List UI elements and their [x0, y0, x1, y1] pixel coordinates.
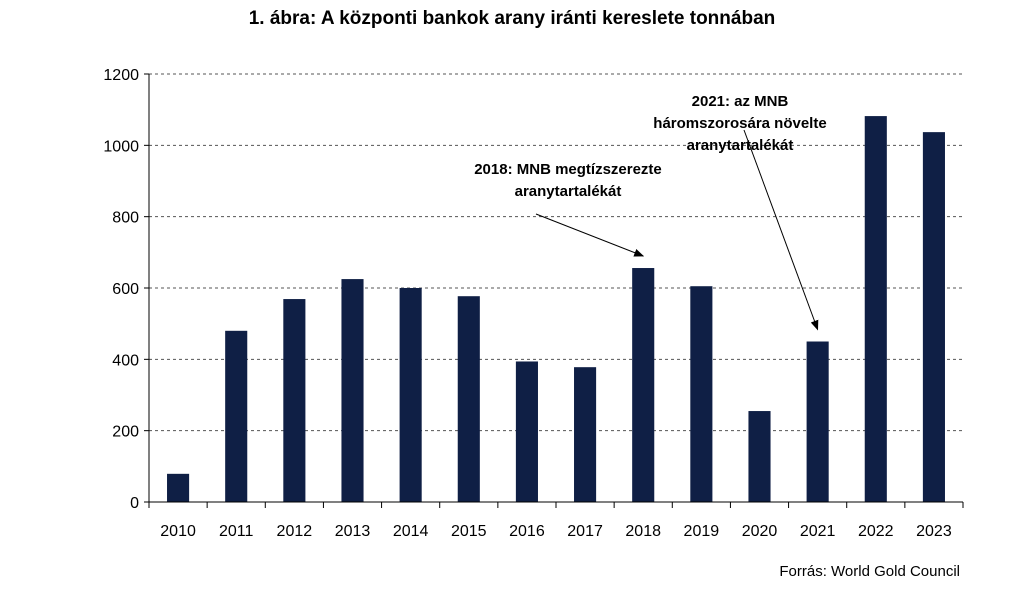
- annotation-arrow: [743, 129, 819, 331]
- annotation-text-line: 2018: MNB megtízszerezte: [474, 161, 662, 178]
- axes: 0 200 400 600 800 1000 1200 2010 2011 2012 2013 201…: [103, 67, 964, 540]
- bar-2017: [574, 367, 597, 502]
- x-tick-label: 2019: [684, 523, 720, 540]
- bar-2011: [225, 330, 248, 502]
- y-tick-label: 1000: [103, 138, 139, 155]
- annotation-2018: 2018: MNB megtízszerezte aranytartalékát: [474, 161, 662, 257]
- x-tick-label: 2011: [219, 523, 254, 540]
- y-tick-label: 0: [130, 495, 139, 512]
- annotation-text-line: aranytartalékát: [687, 137, 794, 154]
- x-tick-label: 2021: [800, 523, 836, 540]
- x-tick-label: 2014: [393, 523, 429, 540]
- x-tick-label: 2017: [567, 523, 603, 540]
- chart-title: 1. ábra: A központi bankok arany iránti …: [248, 8, 776, 29]
- bars: [167, 116, 945, 503]
- annotation-arrow: [535, 213, 645, 257]
- bar-2012: [283, 299, 306, 502]
- bar-2022: [864, 116, 887, 502]
- bar-2015: [457, 296, 480, 502]
- annotation-text-line: aranytartalékát: [515, 183, 622, 200]
- bar-2018: [632, 268, 655, 502]
- source-note: Forrás: World Gold Council: [779, 563, 960, 580]
- bar-2021: [806, 341, 829, 502]
- x-tick-label: 2022: [858, 523, 894, 540]
- x-tick-label: 2020: [742, 523, 778, 540]
- x-tick-label: 2015: [451, 523, 487, 540]
- bar-2023: [922, 132, 945, 503]
- x-tick-label: 2012: [277, 523, 313, 540]
- bar-2019: [690, 286, 713, 502]
- bar-2014: [399, 288, 422, 502]
- x-tick-label: 2016: [509, 523, 545, 540]
- annotation-text-line: háromszorosára növelte: [653, 115, 826, 132]
- y-tick-label: 800: [112, 210, 139, 227]
- y-tick-label: 400: [112, 352, 139, 369]
- annotation-2021: 2021: az MNB háromszorosára növelte aranyt…: [653, 93, 827, 331]
- gridlines: [149, 73, 963, 432]
- annotations: 2018: MNB megtízszereztearanytartalékát2…: [474, 93, 827, 331]
- y-tick-label: 600: [112, 281, 139, 298]
- bar-2013: [341, 279, 364, 502]
- bar-2010: [167, 473, 190, 502]
- x-tick-label: 2010: [160, 523, 196, 540]
- y-tick-label: 200: [112, 424, 139, 441]
- y-tick-label: 1200: [103, 67, 139, 84]
- x-tick-label: 2023: [916, 523, 952, 540]
- annotation-text-line: 2021: az MNB: [692, 93, 789, 110]
- bar-2020: [748, 411, 771, 502]
- x-tick-label: 2013: [335, 523, 371, 540]
- bar-2016: [515, 361, 538, 502]
- x-tick-label: 2018: [625, 523, 661, 540]
